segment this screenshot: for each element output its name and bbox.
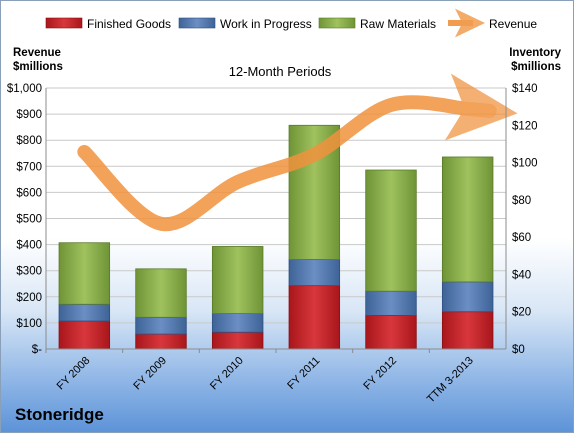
left-axis-tick-label: $100 <box>16 318 42 330</box>
bar-layer <box>58 124 494 350</box>
bar-finished-goods-fy-2008 <box>58 320 111 350</box>
left-axis-tick-label: $700 <box>16 161 42 173</box>
right-axis-tick-label: $20 <box>512 307 531 319</box>
bar-raw-materials-ttm-3-2013 <box>441 156 494 283</box>
bar-raw-materials-fy-2009 <box>135 268 187 318</box>
legend: Finished Goods Work in Progress Raw Mate… <box>45 8 537 38</box>
right-axis-tick-label: $60 <box>512 232 531 244</box>
legend-item-raw-materials: Raw Materials <box>318 17 436 31</box>
bar-work-in-progress-fy-2009 <box>135 316 187 335</box>
legend-item-revenue: Revenue <box>448 8 537 38</box>
right-axis-tick-label: $140 <box>512 83 538 95</box>
bar-raw-materials-fy-2012 <box>365 169 417 292</box>
legend-label-work-in-progress: Work in Progress <box>220 17 312 31</box>
legend-label-revenue: Revenue <box>489 17 537 31</box>
left-axis-tick-label: $800 <box>16 135 42 147</box>
left-axis-tick-label: $1,000 <box>7 83 42 95</box>
right-axis-tick-label: $120 <box>512 120 538 132</box>
bar-work-in-progress-fy-2008 <box>58 303 111 322</box>
x-axis-tick-label: TTM 3-2013 <box>425 355 476 406</box>
bar-work-in-progress-fy-2010 <box>211 313 264 333</box>
left-axis-tick-label: $900 <box>16 109 42 121</box>
legend-item-work-in-progress: Work in Progress <box>178 17 312 31</box>
line-revenue <box>77 73 518 232</box>
legend-swatch-work-in-progress <box>178 17 216 29</box>
legend-item-finished-goods: Finished Goods <box>45 17 171 31</box>
bar-finished-goods-fy-2012 <box>365 315 417 350</box>
left-axis-tick-label: $200 <box>16 292 42 304</box>
right-axis-tick-label: $80 <box>512 195 531 207</box>
bar-finished-goods-fy-2009 <box>135 333 187 350</box>
x-axis-tick-label: FY 2010 <box>208 355 246 393</box>
company-name: Stoneridge <box>15 405 104 424</box>
x-axis-tick-label: FY 2011 <box>285 355 322 392</box>
bar-raw-materials-fy-2010 <box>211 246 264 314</box>
x-axis-tick-label: FY 2012 <box>361 355 399 393</box>
bar-finished-goods-ttm-3-2013 <box>441 311 494 350</box>
bar-work-in-progress-fy-2012 <box>365 290 417 316</box>
left-axis-tick-label: $400 <box>16 240 42 252</box>
right-axis-tick-label: $40 <box>512 269 531 281</box>
legend-label-finished-goods: Finished Goods <box>87 17 171 31</box>
legend-label-raw-materials: Raw Materials <box>360 17 436 31</box>
right-axis-title-line1: Inventory <box>509 47 561 59</box>
x-axis-tick-label: FY 2009 <box>131 355 169 393</box>
bar-finished-goods-fy-2011 <box>288 285 341 350</box>
bar-work-in-progress-fy-2011 <box>288 259 341 287</box>
bar-finished-goods-fy-2010 <box>211 331 264 350</box>
left-axis-tick-label: $- <box>32 344 42 356</box>
right-axis-tick-label: $0 <box>512 344 525 356</box>
bar-work-in-progress-ttm-3-2013 <box>441 281 494 313</box>
left-axis-title-line1: Revenue <box>13 47 61 59</box>
left-axis-title-line2: $millions <box>13 61 63 73</box>
bar-raw-materials-fy-2008 <box>58 242 111 305</box>
right-axis-title-line2: $millions <box>511 61 561 73</box>
left-axis-tick-label: $300 <box>16 266 42 278</box>
right-axis-tick-label: $100 <box>512 158 538 170</box>
legend-swatch-raw-materials <box>318 17 356 29</box>
legend-swatch-finished-goods <box>45 17 83 29</box>
left-axis-tick-label: $600 <box>16 187 42 199</box>
x-axis-tick-label: FY 2008 <box>55 355 93 393</box>
chart-title: 12-Month Periods <box>229 64 332 79</box>
left-axis-tick-label: $500 <box>16 214 42 226</box>
grid-layer <box>46 87 506 350</box>
line-layer <box>77 73 518 232</box>
